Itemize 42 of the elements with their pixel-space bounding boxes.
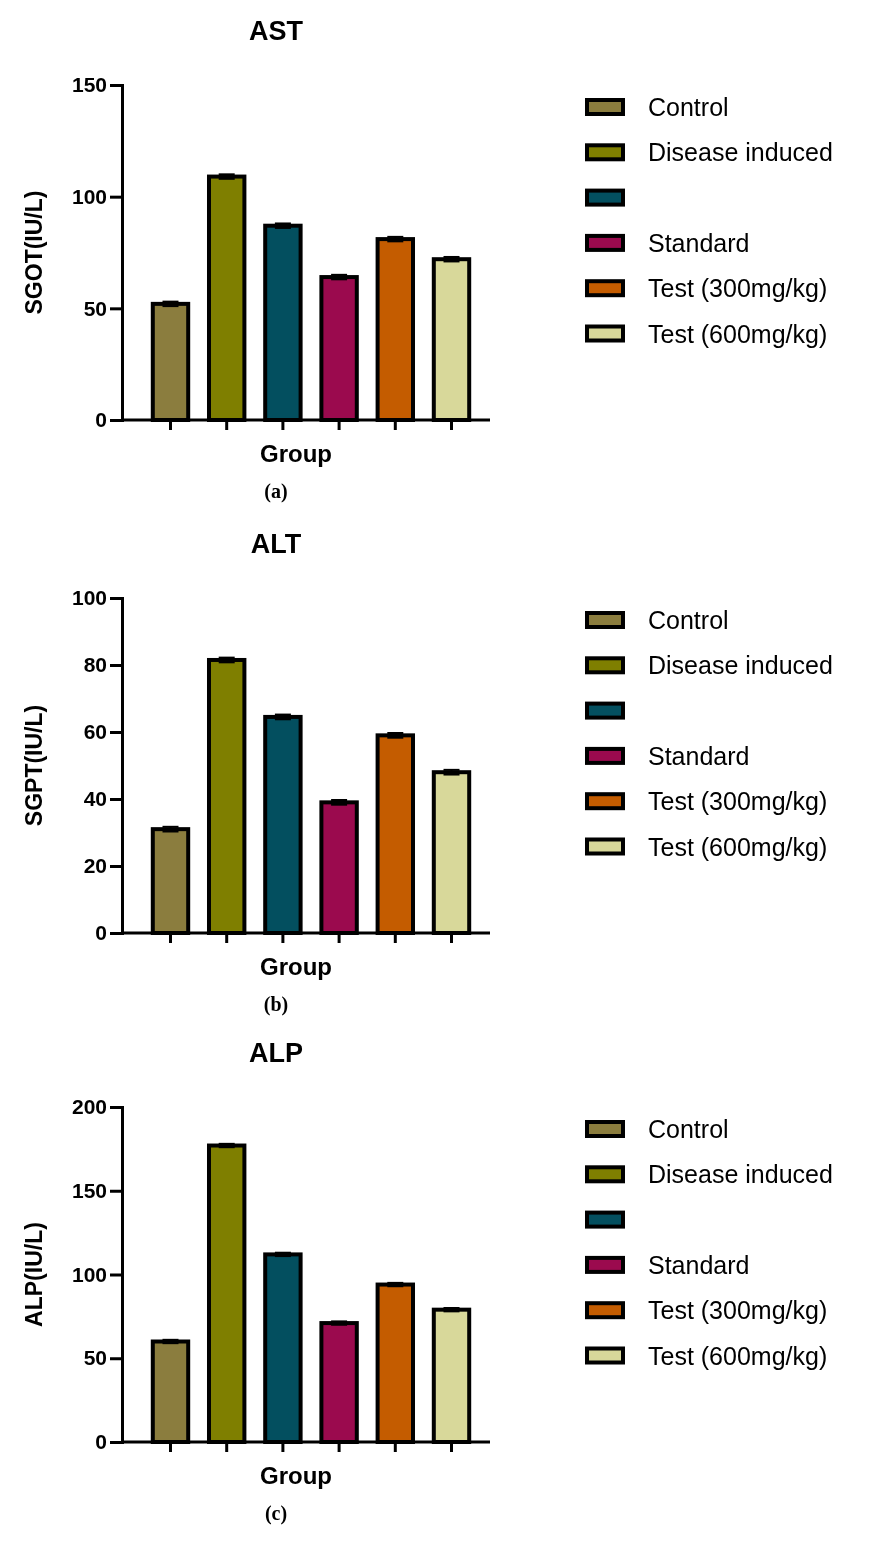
legend-label: Control [648,1115,729,1143]
y-tick-label: 50 [83,1346,107,1370]
y-tick-label: 100 [71,586,107,610]
chart-title: AST [249,16,304,46]
legend-label: Disease induced [648,1160,833,1189]
y-axis-title: ALP(IU/L) [21,1222,47,1327]
y-tick-label: 150 [71,73,107,97]
legend-label: Standard [648,228,750,257]
y-tick-label: 0 [95,921,107,945]
text: (a) [264,480,288,503]
text: (c) [264,1502,288,1525]
y-tick-label: 20 [83,854,107,878]
legend-label: Disease induced [648,651,833,680]
x-axis-title: Group [260,440,332,467]
y-tick-label: 100 [71,184,107,208]
legend-label: Standard [648,741,750,770]
y-tick-label: 0 [95,1430,107,1454]
legend-label: Test (600mg/kg) [648,832,828,861]
y-tick-label: 150 [71,1178,107,1202]
chart-title: ALT [250,529,302,559]
y-tick-label: 0 [95,408,107,432]
x-axis-title: Group [260,1462,332,1489]
legend-label: Control [648,606,729,634]
legend-label: Test (300mg/kg) [648,787,828,816]
chart-title: ALP [249,1038,303,1068]
y-axis-title: SGOT(IU/L) [21,190,47,315]
legend-label: Standard [648,1250,750,1279]
y-tick-label: 200 [71,1095,107,1119]
legend-label: Test (300mg/kg) [648,1296,828,1325]
y-tick-label: 80 [83,653,107,677]
x-axis-title: Group [260,953,332,980]
legend-label: Test (600mg/kg) [648,1341,828,1370]
y-tick-label: 40 [83,787,107,811]
y-tick-label: 50 [83,296,107,320]
y-axis-title: SGPT(IU/L) [21,704,47,827]
text: (b) [263,993,289,1016]
legend-label: Test (600mg/kg) [648,319,828,348]
y-tick-label: 60 [83,720,107,744]
legend-label: Disease induced [648,138,833,167]
y-tick-label: 100 [71,1262,107,1286]
legend-label: Test (300mg/kg) [648,274,828,303]
legend-label: Control [648,93,729,121]
